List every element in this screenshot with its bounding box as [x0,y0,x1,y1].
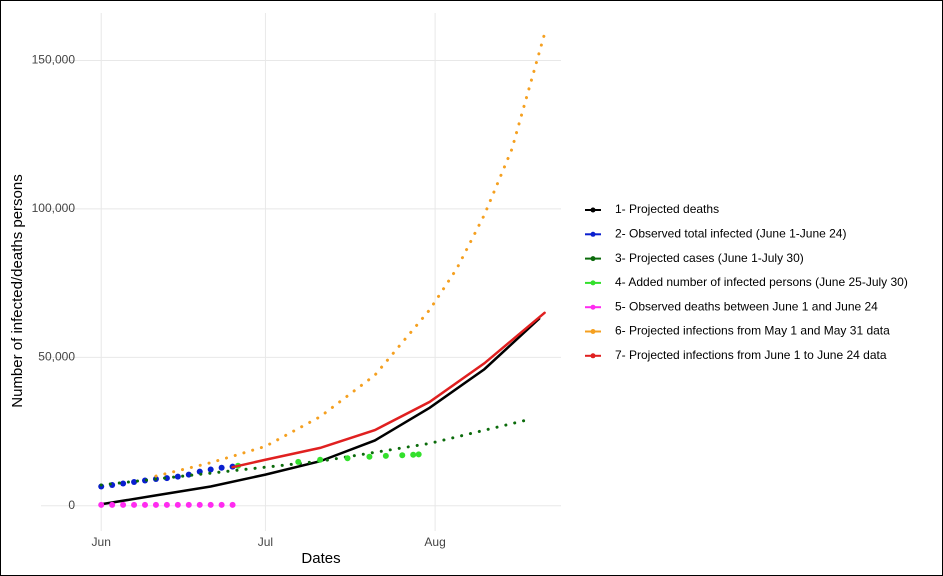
data-point [174,473,181,480]
data-point [218,501,225,508]
legend-swatch-dot [590,231,596,237]
data-point [229,501,236,508]
legend-label: 2- Observed total infected (June 1-June … [615,226,846,240]
data-point [218,464,225,471]
data-point [185,471,192,478]
data-point [344,455,351,462]
legend-swatch-dot [590,353,596,359]
data-point [207,466,214,473]
legend-label: 4- Added number of infected persons (Jun… [615,275,908,289]
data-point [207,501,214,508]
data-point [174,501,181,508]
x-axis-label: Dates [301,550,340,567]
legend-swatch-dot [590,280,596,286]
legend-label: 7- Projected infections from June 1 to J… [615,348,887,362]
dotted-line [99,418,530,487]
y-tick-label: 0 [68,498,75,512]
data-point [185,501,192,508]
data-point [366,453,373,460]
data-point [382,452,389,459]
data-point [163,501,170,508]
legend-label: 3- Projected cases (June 1-July 30) [615,251,804,265]
data-point [196,501,203,508]
legend-swatch-dot [590,256,596,262]
legend-swatch-dot [590,207,596,213]
data-point [399,452,406,459]
legend-label: 6- Projected infections from May 1 and M… [615,324,890,338]
legend-label: 1- Projected deaths [615,202,719,216]
data-point [120,501,127,508]
y-tick-label: 50,000 [38,350,75,364]
x-tick-label: Jul [258,535,273,549]
data-point [109,501,116,508]
data-point [295,458,302,465]
x-tick-label: Jun [92,535,111,549]
line [231,311,546,469]
y-axis-label: Number of infected/deaths persons [9,174,26,407]
data-point [317,456,324,463]
data-point [120,480,127,487]
data-point [98,501,105,508]
data-point [163,475,170,482]
x-tick-label: Aug [424,535,445,549]
data-point [415,451,422,458]
data-point [131,501,138,508]
y-tick-label: 100,000 [32,201,76,215]
data-point [142,501,148,508]
data-point [131,479,138,486]
legend-label: 5- Observed deaths between June 1 and Ju… [615,299,878,313]
y-tick-label: 150,000 [32,53,76,67]
data-point [410,451,417,458]
legend-swatch-dot [590,304,596,310]
data-point [152,501,159,508]
legend-swatch-dot [590,329,596,334]
dotted-line [154,32,547,478]
